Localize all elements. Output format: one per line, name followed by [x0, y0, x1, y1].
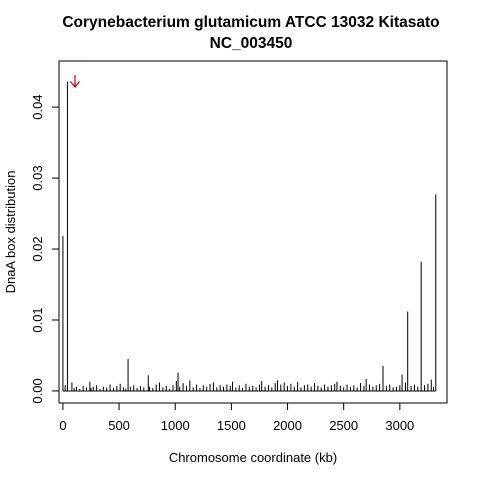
y-axis: 0.00 0.01 0.02 0.03 0.04	[30, 94, 60, 404]
arrow-head	[70, 81, 80, 88]
y-tick-label: 0.02	[30, 236, 45, 261]
x-tick-label: 1500	[217, 418, 246, 433]
x-axis: 0 500 1000 1500 2000 2500 3000	[59, 402, 414, 433]
y-tick-label: 0.04	[30, 94, 45, 119]
x-tick-label: 1000	[161, 418, 190, 433]
x-axis-label: Chromosome coordinate (kb)	[169, 450, 337, 465]
y-tick-label: 0.00	[30, 378, 45, 403]
x-tick-label: 2500	[329, 418, 358, 433]
x-tick-label: 3000	[385, 418, 414, 433]
x-tick-label: 0	[59, 418, 66, 433]
chart-title: Corynebacterium glutamicum ATCC 13032 Ki…	[62, 14, 439, 31]
y-tick-label: 0.01	[30, 307, 45, 332]
y-tick-label: 0.03	[30, 165, 45, 190]
y-axis-label: DnaA box distribution	[3, 171, 18, 294]
data-bars	[62, 81, 437, 392]
chart-subtitle: NC_003450	[210, 35, 293, 52]
x-tick-label: 2000	[273, 418, 302, 433]
x-tick-label: 500	[108, 418, 130, 433]
plot-frame	[58, 60, 448, 404]
origin-arrow-annotation	[70, 75, 80, 88]
